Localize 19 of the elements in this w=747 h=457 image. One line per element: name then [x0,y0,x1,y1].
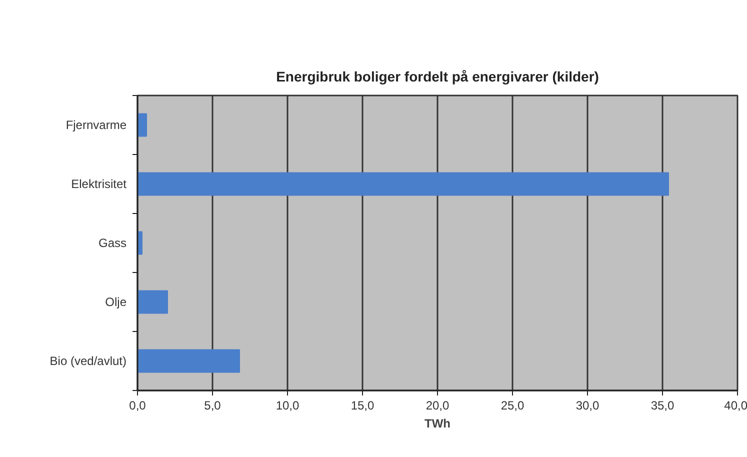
bar [138,172,669,196]
chart-title: Energibruk boliger fordelt på energivarer (kilder) [276,68,599,84]
x-tick-label: 10,0 [276,398,300,412]
x-tick-label: 0,0 [129,398,146,412]
y-tick-label: Gass [98,236,127,250]
x-tick-label: 35,0 [650,398,675,412]
x-axis-title: TWh [424,416,451,430]
y-tick-label: Olje [105,295,127,309]
x-tick-label: 25,0 [500,398,525,412]
bar [138,349,240,373]
y-tick-label: Bio (ved/avlut) [50,354,127,368]
x-tick-label: 5,0 [204,398,222,412]
x-tick-label: 15,0 [350,398,375,412]
x-tick-label: 40,0 [724,398,747,412]
x-tick-label: 20,0 [426,398,450,412]
bar [138,290,168,314]
y-tick-label: Elektrisitet [71,177,128,191]
x-tick-label: 30,0 [576,398,600,412]
y-tick-label: Fjernvarme [66,118,127,132]
